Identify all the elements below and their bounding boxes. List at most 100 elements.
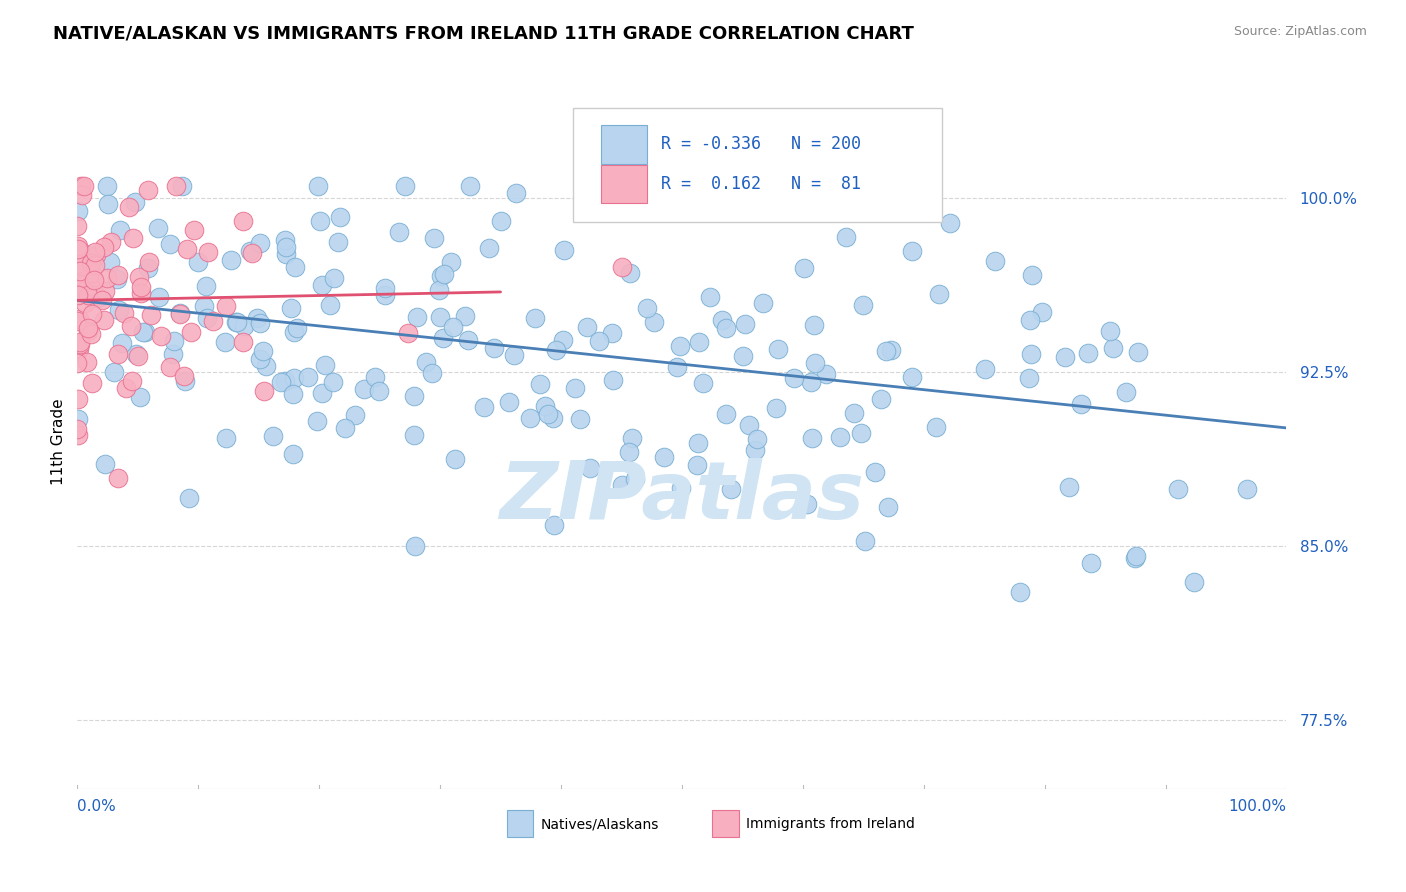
Point — [159, 359, 181, 374]
Point — [66, 287, 89, 301]
Point — [720, 482, 742, 496]
Point — [233, 318, 256, 333]
Point — [129, 280, 152, 294]
Text: Source: ZipAtlas.com: Source: ZipAtlas.com — [1233, 25, 1367, 38]
Point — [546, 343, 568, 357]
Point — [396, 326, 419, 340]
Point — [162, 346, 184, 360]
Point — [875, 343, 897, 358]
Point — [141, 308, 163, 322]
Point — [179, 491, 201, 506]
Point — [239, 244, 262, 259]
Point — [420, 367, 443, 381]
Point — [422, 231, 444, 245]
Point — [1102, 342, 1125, 356]
Point — [498, 395, 520, 409]
Point — [174, 374, 197, 388]
Point — [107, 347, 129, 361]
Point — [939, 216, 962, 230]
Point — [163, 334, 186, 348]
Point — [66, 282, 89, 296]
Point — [685, 458, 707, 472]
Point — [353, 382, 375, 396]
Point — [73, 284, 96, 298]
Bar — [600, 165, 647, 203]
Point — [1019, 312, 1042, 326]
Point — [322, 375, 344, 389]
Point — [900, 370, 922, 384]
Point — [67, 242, 90, 256]
Point — [66, 314, 89, 328]
Point — [579, 461, 602, 475]
Point — [128, 390, 150, 404]
Point — [343, 408, 366, 422]
Point — [686, 436, 709, 450]
Point — [283, 447, 305, 461]
Point — [215, 299, 238, 313]
Point — [768, 343, 790, 357]
Text: ZIPatlas: ZIPatlas — [499, 458, 865, 536]
Point — [440, 255, 463, 269]
Point — [1008, 585, 1031, 599]
Point — [201, 313, 224, 327]
Point — [148, 290, 170, 304]
Point — [280, 301, 302, 316]
Point — [283, 325, 305, 339]
Point — [281, 387, 304, 401]
Point — [100, 235, 122, 249]
Point — [69, 274, 91, 288]
Point — [1236, 482, 1258, 496]
Point — [458, 179, 481, 194]
Point — [115, 381, 138, 395]
Point — [853, 534, 876, 549]
Point — [136, 260, 159, 275]
Point — [246, 310, 269, 325]
Point — [67, 277, 90, 291]
Point — [655, 193, 678, 207]
Point — [274, 375, 297, 389]
Point — [394, 179, 416, 194]
Point — [80, 266, 103, 280]
Text: Natives/Alaskans: Natives/Alaskans — [540, 817, 659, 831]
Point — [262, 428, 284, 442]
Point — [801, 432, 824, 446]
Text: 0.0%: 0.0% — [77, 798, 117, 814]
Point — [404, 428, 426, 442]
Point — [249, 316, 271, 330]
Point — [870, 392, 893, 406]
Point — [276, 247, 298, 261]
Point — [285, 320, 308, 334]
Point — [519, 410, 541, 425]
Text: Immigrants from Ireland: Immigrants from Ireland — [747, 817, 915, 831]
Point — [543, 518, 565, 533]
Point — [195, 279, 218, 293]
Text: R =  0.162   N =  81: R = 0.162 N = 81 — [661, 175, 862, 193]
Point — [66, 238, 89, 252]
Point — [253, 384, 276, 399]
Point — [796, 497, 818, 511]
Point — [734, 317, 756, 331]
Point — [67, 342, 90, 356]
Point — [107, 302, 129, 317]
Point — [307, 179, 329, 194]
Point — [118, 200, 141, 214]
Point — [830, 430, 852, 444]
Point — [67, 428, 90, 442]
Point — [643, 315, 665, 329]
Point — [619, 445, 641, 459]
Point — [832, 185, 855, 199]
Point — [620, 431, 643, 445]
Point — [610, 477, 633, 491]
Bar — [600, 125, 647, 163]
Point — [172, 179, 194, 194]
Point — [66, 356, 89, 370]
Point — [148, 221, 170, 235]
Point — [745, 433, 768, 447]
Point — [103, 365, 125, 379]
Point — [744, 443, 766, 458]
Point — [77, 287, 100, 301]
Point — [692, 376, 714, 390]
Point — [472, 400, 495, 414]
Point — [835, 229, 858, 244]
Point — [69, 264, 91, 278]
